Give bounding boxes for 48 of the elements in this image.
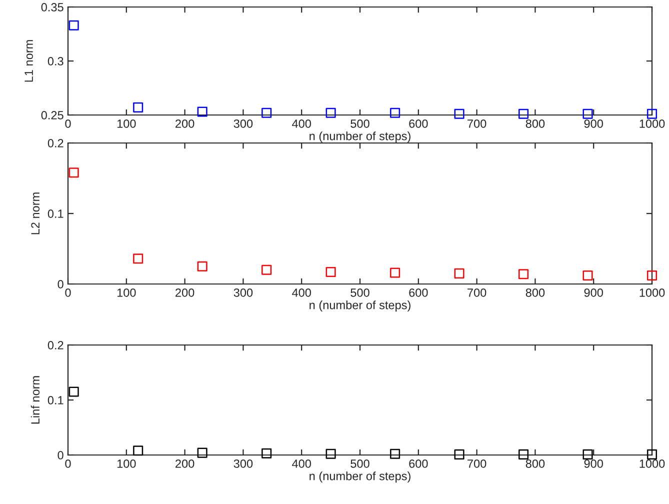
x-tick-label: 500	[350, 459, 370, 468]
x-tick-label: 900	[584, 288, 603, 297]
y-axis-title: L1 norm	[24, 40, 33, 82]
x-tick-label: 200	[176, 119, 194, 128]
x-tick-label: 500	[350, 119, 370, 128]
x-tick-label: 600	[409, 459, 428, 468]
x-tick-label: 400	[292, 119, 311, 128]
x-tick-label: 600	[409, 119, 428, 128]
x-tick-label: 0	[65, 119, 71, 128]
x-tick-label: 700	[468, 119, 486, 128]
y-tick-label: 0.3	[48, 57, 64, 66]
y-axis-title: Linf norm	[30, 376, 40, 424]
x-tick-label: 300	[234, 119, 253, 128]
y-tick-label: 0.2	[48, 139, 64, 148]
y-tick-label: 0	[58, 280, 64, 288]
x-tick-label: 0	[65, 288, 71, 297]
y-tick-label: 0.2	[48, 341, 64, 350]
x-tick-label: 400	[292, 459, 311, 468]
y-axis-title: L2 norm	[31, 192, 40, 234]
x-tick-label: 500	[350, 288, 370, 297]
x-tick-label: 100	[117, 459, 136, 468]
y-tick-label: 0.35	[41, 3, 64, 12]
x-tick-label: 200	[176, 288, 194, 297]
x-tick-label: 1000	[640, 459, 665, 468]
x-tick-label: 400	[292, 288, 311, 297]
x-axis-title: n (number of steps)	[310, 300, 410, 312]
x-tick-label: 600	[409, 288, 428, 297]
y-tick-label: 0.1	[48, 210, 64, 218]
x-tick-label: 1000	[640, 119, 665, 128]
x-tick-label: 800	[526, 288, 545, 297]
x-tick-label: 200	[176, 459, 194, 468]
x-axis-title: n (number of steps)	[310, 132, 410, 143]
y-tick-label: 0	[58, 451, 64, 460]
x-tick-label: 800	[526, 459, 545, 468]
x-tick-label: 100	[117, 288, 136, 297]
x-tick-label: 300	[234, 459, 253, 468]
x-tick-label: 800	[526, 119, 545, 128]
x-tick-label: 900	[584, 459, 603, 468]
x-tick-label: 700	[468, 288, 486, 297]
y-tick-label: 0.1	[48, 396, 64, 404]
x-tick-label: 0	[65, 459, 71, 468]
x-tick-label: 300	[234, 288, 253, 297]
x-tick-label: 1000	[640, 288, 665, 297]
x-axis-title: n (number of steps)	[310, 472, 410, 483]
y-tick-label: 0.25	[41, 111, 64, 120]
x-tick-label: 100	[117, 119, 136, 128]
x-tick-label: 900	[584, 119, 603, 128]
x-tick-label: 700	[468, 459, 486, 468]
